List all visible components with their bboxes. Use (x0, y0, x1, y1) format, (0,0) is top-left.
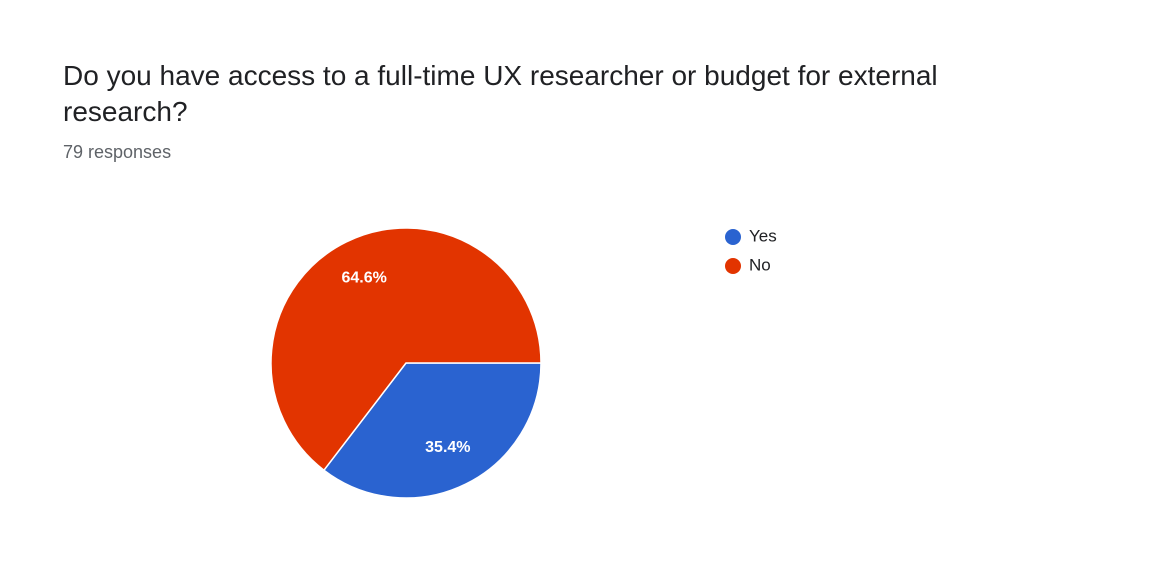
legend-label: No (749, 255, 771, 274)
legend-swatch (725, 229, 741, 245)
slice-label: 35.4% (425, 439, 470, 456)
pie-slice (270, 227, 542, 472)
chart-title: Do you have access to a full-time UX res… (63, 60, 938, 127)
pie-slice (322, 362, 542, 499)
legend-swatch (725, 258, 741, 274)
legend-label: Yes (749, 226, 777, 245)
slice-label: 64.6% (341, 269, 386, 286)
chart-subtitle: 79 responses (63, 142, 172, 162)
